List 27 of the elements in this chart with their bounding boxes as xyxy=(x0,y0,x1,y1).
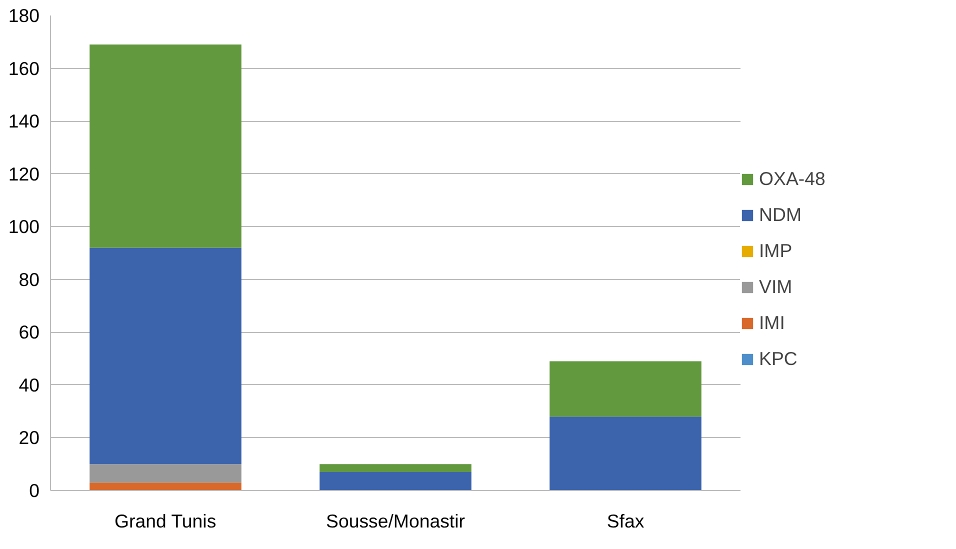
x-tick-label: Sfax xyxy=(606,510,645,532)
y-tick-label: 100 xyxy=(8,216,40,238)
y-tick-label: 0 xyxy=(29,480,40,501)
x-tick-label: Grand Tunis xyxy=(114,510,216,532)
legend-label: KPC xyxy=(759,348,798,370)
legend-label: NDM xyxy=(759,204,802,226)
y-tick-label: 20 xyxy=(18,427,40,448)
y-tick-label: 140 xyxy=(8,110,40,132)
legend-label: VIM xyxy=(759,276,792,298)
bar xyxy=(90,44,242,248)
bar xyxy=(90,248,242,464)
y-tick-label: 40 xyxy=(18,374,40,396)
legend-label: OXA-48 xyxy=(759,168,826,190)
bar xyxy=(320,472,472,490)
bar xyxy=(550,361,702,417)
x-tick-label: Sousse/Monastir xyxy=(326,510,465,532)
y-tick-label: 60 xyxy=(18,322,40,343)
legend-label: IMI xyxy=(759,312,785,334)
y-tick-label: 80 xyxy=(18,268,40,290)
y-tick-label: 120 xyxy=(8,163,40,184)
bar xyxy=(320,464,472,472)
bar xyxy=(550,416,702,490)
y-tick-label: 160 xyxy=(8,58,40,79)
legend-label: IMP xyxy=(759,240,792,262)
y-tick-label: 180 xyxy=(8,5,40,26)
bar xyxy=(90,464,242,483)
bar xyxy=(90,482,242,490)
